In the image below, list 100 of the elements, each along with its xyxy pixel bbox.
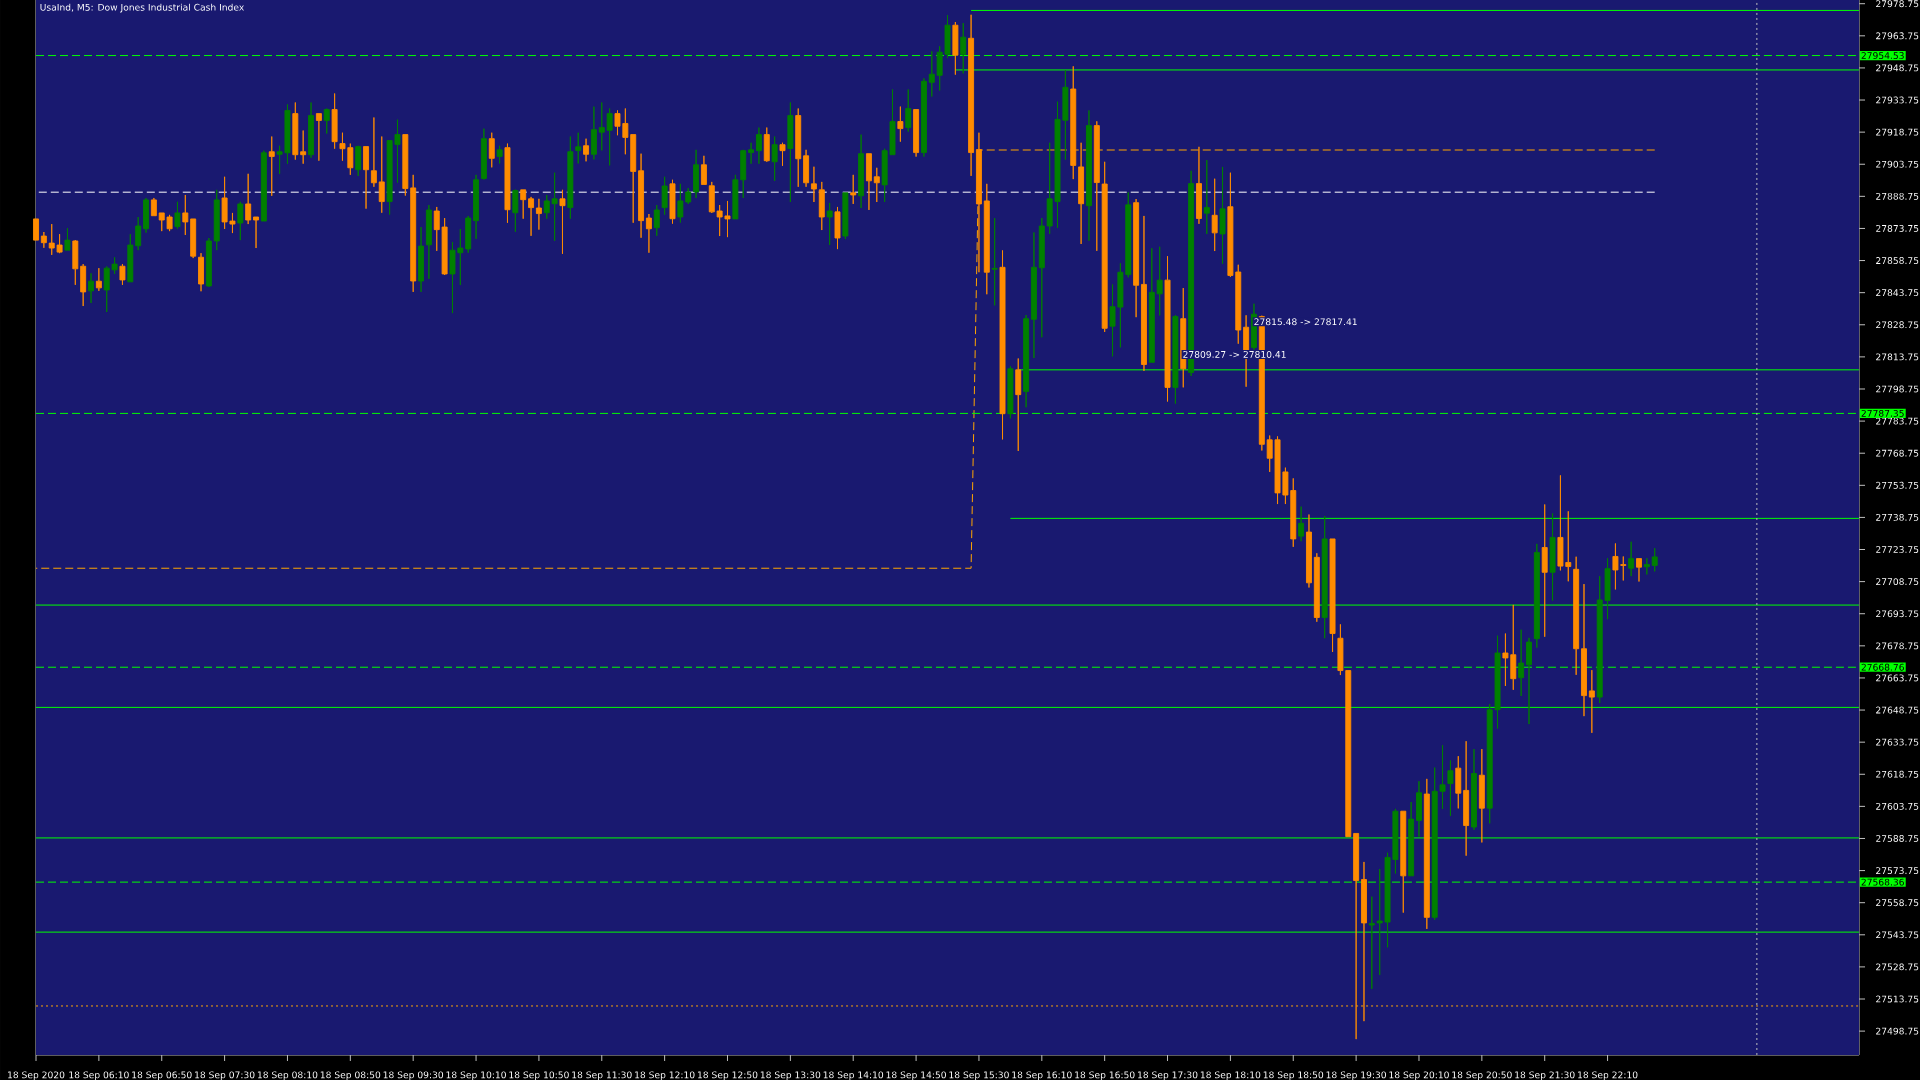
candlestick <box>1078 142 1085 245</box>
candlestick <box>260 150 267 222</box>
candlestick <box>504 143 511 224</box>
candlestick <box>410 174 417 293</box>
x-tick-label: 18 Sep 14:50 <box>886 1071 946 1080</box>
x-tick-label: 18 Sep 19:30 <box>1326 1071 1387 1080</box>
y-tick-label: 27498.75 <box>1876 1027 1919 1035</box>
candlestick <box>1203 159 1210 235</box>
x-tick-label: 18 Sep 08:10 <box>257 1071 318 1080</box>
candlestick <box>669 179 676 225</box>
x-tick-label: 18 Sep 07:30 <box>195 1071 255 1080</box>
candlestick <box>645 213 652 254</box>
candlestick <box>363 146 369 210</box>
candlestick <box>465 215 472 254</box>
candlestick <box>975 132 982 273</box>
candlestick <box>1148 247 1155 363</box>
candlestick <box>755 127 762 165</box>
y-tick-label: 27648.75 <box>1876 706 1919 714</box>
candlestick <box>1211 178 1218 252</box>
x-tick-label: 18 Sep 14:10 <box>823 1071 884 1080</box>
y-tick-label: 27603.75 <box>1876 802 1919 810</box>
candlestick <box>559 189 566 255</box>
candlestick <box>693 149 700 199</box>
candlestick <box>920 77 927 158</box>
candlestick <box>182 194 189 236</box>
candlestick <box>661 176 668 216</box>
candlestick <box>1030 231 1037 359</box>
candlestick <box>237 201 244 241</box>
candlestick <box>905 88 912 133</box>
chart-title: UsaInd, M5: Dow Jones Industrial Cash Index <box>40 3 244 13</box>
candlestick <box>1321 515 1328 639</box>
candlestick <box>40 231 47 249</box>
x-tick-label: 18 Sep 13:30 <box>760 1071 821 1080</box>
candlestick <box>308 102 314 159</box>
candlestick <box>1368 896 1375 990</box>
y-tick-label: 27828.75 <box>1876 321 1919 329</box>
candlestick <box>1156 246 1163 316</box>
candlestick <box>512 189 519 233</box>
y-tick-label: 27513.75 <box>1876 995 1919 1003</box>
candlestick <box>1353 832 1360 1040</box>
candlestick <box>858 134 865 209</box>
candlestick <box>865 153 872 211</box>
candlestick <box>1447 760 1454 817</box>
x-tick-label: 18 Sep 16:10 <box>1012 1071 1072 1080</box>
y-tick-label: 27528.75 <box>1876 963 1919 971</box>
candlestick <box>779 142 786 167</box>
candlestick <box>127 233 134 283</box>
candlestick <box>268 136 275 197</box>
candlestick <box>190 218 197 259</box>
candlestick <box>842 192 849 240</box>
y-tick-label: 27753.75 <box>1876 481 1919 489</box>
candlestick <box>33 218 39 241</box>
annotation: 27809.27 -> 27810.41 <box>1183 350 1286 358</box>
y-tick-label: 27678.75 <box>1876 642 1919 650</box>
candlestick <box>1172 314 1179 405</box>
x-tick-label: 18 Sep 06:10 <box>69 1071 129 1080</box>
candlestick <box>315 113 322 162</box>
candlestick <box>1636 558 1642 582</box>
candlestick <box>520 189 527 220</box>
candlestick <box>213 189 220 251</box>
y-tick-label: 27873.75 <box>1876 225 1919 232</box>
y-tick-label: 27573.75 <box>1876 867 1919 875</box>
candlestick <box>488 132 495 168</box>
candlestick <box>1651 547 1658 572</box>
y-tick-label: 27558.75 <box>1876 899 1919 907</box>
candlestick <box>1416 780 1422 838</box>
candlestick <box>983 183 990 295</box>
candlestick <box>960 22 967 74</box>
candlestick <box>323 108 330 134</box>
candlestick <box>1101 161 1108 333</box>
candlestick <box>638 153 645 239</box>
ref-line-label: 27787.35 <box>1861 409 1904 417</box>
candlestick <box>787 102 794 203</box>
candlestick <box>72 239 79 286</box>
x-tick-label: 18 Sep 12:50 <box>697 1071 758 1080</box>
candlestick <box>1463 740 1470 857</box>
candlestick <box>1329 538 1336 653</box>
candlestick <box>292 102 299 161</box>
candlestick <box>1643 557 1650 575</box>
candlestick <box>991 217 998 306</box>
candlestick <box>1588 669 1595 734</box>
candlestick <box>425 204 432 280</box>
candlestick <box>1471 748 1477 831</box>
candlestick <box>1306 514 1312 588</box>
x-tick-label: 18 Sep 08:50 <box>320 1071 381 1080</box>
candlestick <box>763 127 770 163</box>
y-tick-label: 27543.75 <box>1876 931 1919 939</box>
candlestick <box>496 145 503 164</box>
ref-line-label: 27954.53 <box>1861 52 1904 59</box>
candlestick <box>480 128 487 180</box>
candlestick <box>1086 109 1092 242</box>
x-tick-label: 18 Sep 12:10 <box>635 1071 695 1080</box>
x-tick-label: 18 Sep 16:50 <box>1075 1071 1135 1080</box>
x-tick-label: 18 Sep 22:10 <box>1578 1071 1638 1080</box>
x-tick-label: 18 Sep 06:50 <box>132 1071 192 1080</box>
candlestick <box>1533 543 1540 649</box>
candlestick <box>1573 556 1580 676</box>
annotation: 27815.48 -> 27817.41 <box>1254 318 1357 326</box>
y-tick-label: 27858.75 <box>1876 257 1919 264</box>
candlestick <box>1140 215 1147 372</box>
